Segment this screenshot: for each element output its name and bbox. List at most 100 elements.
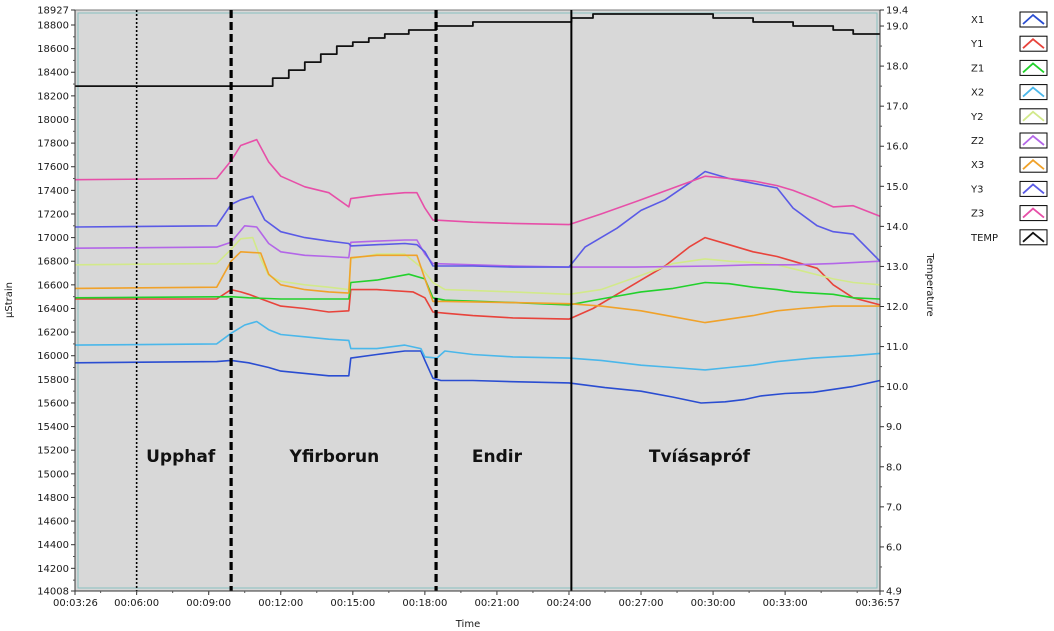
phase-label: Yfirborun (289, 447, 380, 467)
y-tick-label: 17800 (37, 139, 69, 150)
y-tick-label: 15600 (37, 398, 69, 409)
x-tick-label: 00:09:00 (186, 598, 231, 609)
y2-tick-label: 19.0 (886, 22, 908, 33)
legend-item-y1: Y1 (970, 35, 1048, 52)
legend-label: Z1 (971, 63, 984, 74)
legend-swatch (1019, 229, 1048, 246)
y-tick-label: 17600 (37, 162, 69, 173)
y2-tick-label: 8.0 (886, 462, 902, 473)
legend-swatch-line (1022, 231, 1045, 243)
legend-item-z3: Z3 (971, 205, 1048, 222)
y-tick-label: 15200 (37, 446, 69, 457)
x-tick-label: 00:33:00 (763, 598, 808, 609)
x-tick-label: 00:30:00 (691, 598, 736, 609)
y2-tick-label: 17.0 (886, 102, 908, 113)
y-tick-label: 14400 (37, 540, 69, 551)
legend-item-z1: Z1 (971, 59, 1048, 76)
y2-tick-label: 19.4 (886, 6, 908, 17)
series-line-x2 (74, 320, 881, 371)
series-line-y3 (74, 170, 881, 268)
x-tick-label: 00:27:00 (619, 598, 664, 609)
y-tick-label: 16200 (37, 328, 69, 339)
legend-item-x2: X2 (971, 84, 1048, 101)
vertical-markers (135, 10, 573, 591)
legend-label: Y2 (970, 112, 983, 123)
phase-labels: Upphaf Yfirborun Endir Tvíásapróf (146, 447, 751, 467)
legend-label: X3 (971, 160, 984, 171)
legend-swatch (1019, 35, 1048, 52)
y-tick-label: 18800 (37, 21, 69, 32)
y2-tick-label: 13.0 (886, 262, 908, 273)
legend-swatch-line (1022, 38, 1045, 49)
x-tick-label: 00:24:00 (547, 598, 592, 609)
legend-swatch-line (1022, 183, 1045, 195)
y2-tick-label: 9.0 (886, 422, 902, 433)
y-tick-label: 18927 (37, 6, 69, 17)
y2-tick-label: 6.0 (886, 542, 902, 553)
series-line-z2 (74, 225, 881, 268)
x-tick-label: 00:03:26 (53, 598, 98, 609)
x-tick-label: 00:06:00 (114, 598, 159, 609)
y2-tick-label: 11.0 (886, 342, 908, 353)
legend-label: Z2 (971, 136, 984, 147)
y-axis-left: 14008 14200 14400 14600 14800 15000 15200 15400… (37, 6, 76, 598)
y-axis-title: µStrain (4, 282, 15, 318)
legend-label: Y1 (970, 39, 983, 50)
x-tick-label: 00:15:00 (330, 598, 375, 609)
y-tick-label: 16400 (37, 304, 69, 315)
legend-swatch (1019, 59, 1048, 76)
legend-item-x3: X3 (971, 156, 1048, 173)
legend-swatch-line (1022, 159, 1045, 170)
y-tick-label: 16000 (37, 351, 69, 362)
y-tick-label: 18200 (37, 91, 69, 102)
y-tick-label: 18400 (37, 68, 69, 79)
legend-swatch (1019, 132, 1048, 149)
series-layer (74, 13, 881, 404)
y2-tick-label: 14.0 (886, 222, 908, 233)
x-tick-label: 00:21:00 (474, 598, 519, 609)
legend-swatch-line (1022, 110, 1045, 122)
y-tick-label: 14200 (37, 564, 69, 575)
legend-item-z2: Z2 (971, 132, 1048, 149)
legend-item-y3: Y3 (970, 180, 1048, 197)
legend-item-x1: X1 (971, 11, 1048, 28)
plot-inner-frame (77, 12, 878, 589)
legend-swatch (1019, 84, 1048, 101)
y2-tick-label: 4.9 (886, 587, 902, 598)
legend-label: X2 (971, 88, 984, 99)
series-line-x3 (74, 251, 880, 324)
x-axis: 00:03:26 00:06:00 00:09:00 00:12:00 00:15:00… (53, 590, 900, 609)
legend-label: Y3 (970, 184, 983, 195)
y2-tick-label: 12.0 (886, 302, 908, 313)
x-tick-label: 00:18:00 (402, 598, 447, 609)
legend-label: Z3 (971, 209, 984, 220)
y-tick-label: 15800 (37, 375, 69, 386)
legend-label: TEMP (970, 233, 998, 244)
phase-label: Tvíásapróf (649, 447, 751, 467)
legend-item-temp: TEMP (970, 229, 1048, 246)
y-tick-label: 15000 (37, 469, 69, 480)
series-line-y1 (75, 236, 881, 320)
y-tick-label: 17000 (37, 233, 69, 244)
legend-swatch-line (1022, 13, 1045, 25)
y-tick-label: 16600 (37, 280, 69, 291)
y-tick-label: 16800 (37, 257, 69, 268)
y2-tick-label: 10.0 (886, 382, 908, 393)
y-tick-label: 17400 (37, 186, 69, 197)
series-line-z3 (74, 138, 881, 226)
y-tick-label: 14800 (37, 493, 69, 504)
y2-tick-label: 7.0 (886, 502, 902, 513)
legend-swatch (1019, 108, 1048, 125)
legend-swatch (1019, 156, 1048, 173)
legend-swatch (1019, 180, 1048, 197)
legend-swatch-line (1022, 86, 1045, 98)
y-tick-label: 17200 (37, 209, 69, 220)
y-tick-label: 14600 (37, 517, 69, 528)
series-line-y2 (74, 236, 881, 296)
x-axis-title: Time (455, 619, 480, 630)
legend-swatch (1019, 205, 1048, 222)
legend-label: X1 (971, 15, 984, 26)
y-axis-right: 4.9 6.0 7.0 8.0 9.0 10.0 11.0 12.0 13.0 14.0 15.0 1… (879, 6, 908, 598)
legend-swatch-line (1022, 62, 1045, 74)
y2-tick-label: 18.0 (886, 62, 908, 73)
